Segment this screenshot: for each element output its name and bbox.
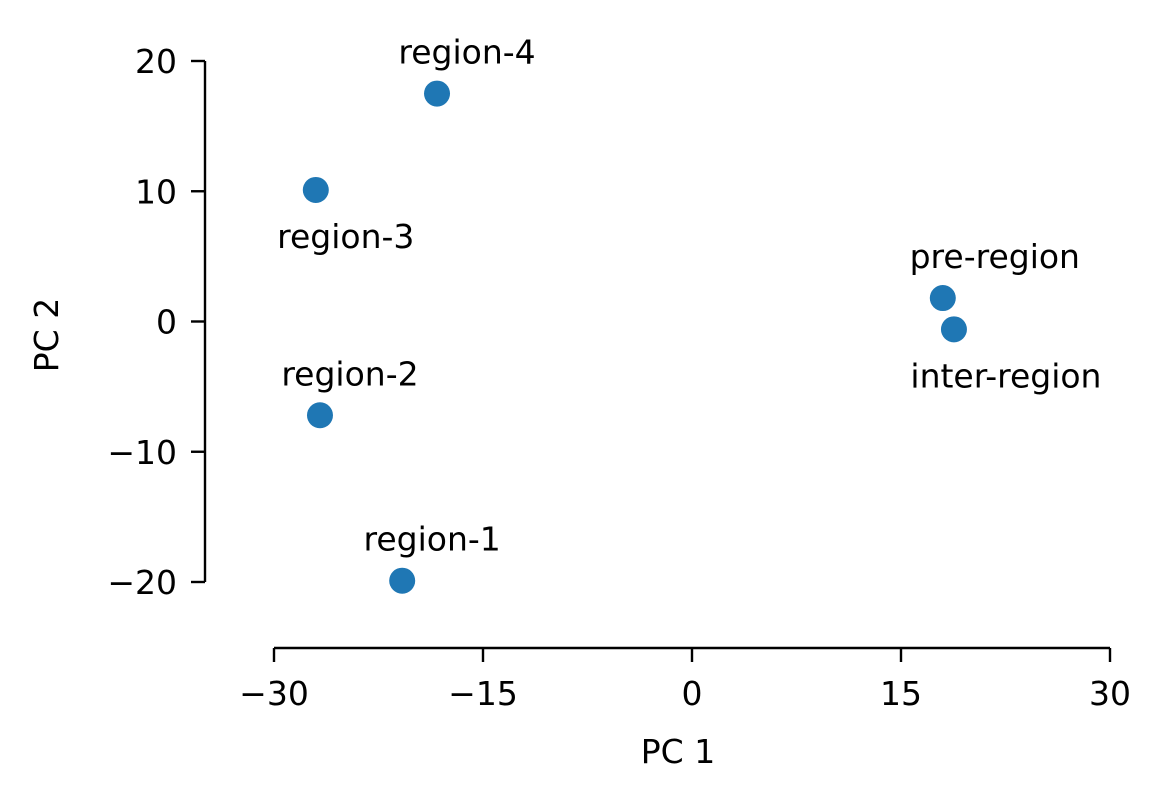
y-tick-label: 0 bbox=[156, 303, 177, 342]
y-axis: −20 −10 0 10 20 bbox=[107, 42, 207, 602]
x-axis-label: PC 1 bbox=[641, 732, 715, 771]
y-tick-label: −20 bbox=[107, 563, 177, 602]
scatter-point-inter-region bbox=[940, 316, 967, 343]
point-label-region-3: region-3 bbox=[277, 217, 414, 256]
data-point-labels: region-1 region-2 region-3 region-4 pre-regi… bbox=[277, 33, 1101, 559]
y-axis-label: PC 2 bbox=[27, 298, 66, 372]
y-axis-ticks: −20 −10 0 10 20 bbox=[107, 42, 205, 602]
scatter-point-region-2 bbox=[306, 402, 333, 429]
x-axis-ticks: −30 −15 0 15 30 bbox=[239, 648, 1131, 713]
scatter-point-region-4 bbox=[424, 80, 451, 107]
x-tick-label: 30 bbox=[1089, 674, 1131, 713]
x-tick-label: 0 bbox=[682, 674, 703, 713]
x-axis: −30 −15 0 15 30 bbox=[239, 646, 1131, 713]
point-label-region-2: region-2 bbox=[281, 354, 418, 393]
point-label-region-4: region-4 bbox=[398, 33, 535, 72]
y-tick-label: 20 bbox=[135, 42, 177, 81]
scatter-point-region-1 bbox=[389, 567, 416, 594]
x-tick-label: −30 bbox=[239, 674, 309, 713]
data-points bbox=[302, 80, 967, 594]
y-tick-label: 10 bbox=[135, 172, 177, 211]
point-label-region-1: region-1 bbox=[364, 520, 501, 559]
x-tick-label: −15 bbox=[448, 674, 518, 713]
scatter-point-pre-region bbox=[929, 285, 956, 312]
point-label-pre-region: pre-region bbox=[910, 237, 1080, 276]
point-label-inter-region: inter-region bbox=[910, 356, 1101, 395]
scatter-point-region-3 bbox=[302, 176, 329, 203]
y-tick-label: −10 bbox=[107, 433, 177, 472]
x-tick-label: 15 bbox=[880, 674, 922, 713]
